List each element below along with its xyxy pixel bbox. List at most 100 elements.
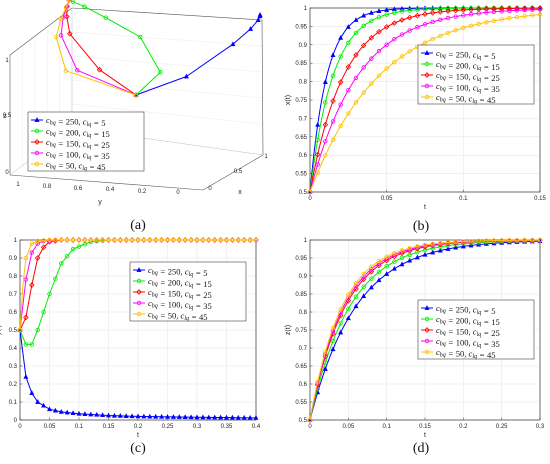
data-point xyxy=(53,237,58,243)
trajectory-line xyxy=(135,14,261,96)
data-point xyxy=(399,261,405,267)
data-point xyxy=(407,8,412,13)
axis-box-edge xyxy=(202,154,264,191)
data-point xyxy=(147,237,152,243)
data-point xyxy=(182,414,188,420)
y-tick-label: 0.6 xyxy=(299,153,308,159)
data-point xyxy=(384,42,389,47)
data-point xyxy=(391,20,398,26)
y-tick-label: 0.1 xyxy=(9,400,18,406)
y-tick-label: 0.85 xyxy=(295,61,307,67)
data-point xyxy=(53,34,59,40)
y-tick-label: 0 xyxy=(176,190,180,196)
data-point xyxy=(29,282,35,288)
data-point xyxy=(353,30,359,36)
data-point xyxy=(476,11,481,16)
data-point xyxy=(537,12,543,17)
chart-c-legend-label: cbq = 100, clq = 35 xyxy=(148,298,212,311)
data-point xyxy=(96,66,103,73)
data-point xyxy=(499,17,504,22)
data-point xyxy=(218,237,223,243)
data-point xyxy=(330,73,336,78)
data-point xyxy=(461,25,466,31)
x-tick-label: 0.2 xyxy=(459,424,468,430)
chart-b-legend-label: cbq = 100, clq = 35 xyxy=(436,81,500,94)
data-point xyxy=(499,238,504,243)
data-point xyxy=(353,17,359,22)
data-point xyxy=(399,9,405,14)
chart-d-legend-marker xyxy=(424,349,430,355)
data-point xyxy=(182,237,188,243)
data-point xyxy=(141,237,147,243)
y-tick-label: 0.6 xyxy=(299,382,308,388)
z-tick-label: 0 xyxy=(5,170,9,176)
data-point xyxy=(384,271,390,276)
data-point xyxy=(118,237,123,243)
data-point xyxy=(430,19,435,25)
data-point xyxy=(353,100,359,105)
data-point xyxy=(35,238,40,244)
data-point xyxy=(315,379,320,385)
x-axis-label: t xyxy=(137,432,139,439)
data-point xyxy=(491,18,497,23)
axis-box-edge xyxy=(71,55,263,73)
data-point xyxy=(476,5,481,11)
data-point xyxy=(537,5,543,12)
axis-box-edge xyxy=(71,31,263,47)
y-tick-label: 0.9 xyxy=(299,43,308,49)
x-tick-label: 0.1 xyxy=(459,196,468,202)
data-point xyxy=(438,33,443,39)
data-point xyxy=(392,37,397,42)
data-point xyxy=(499,9,504,14)
data-point xyxy=(248,26,254,31)
data-point xyxy=(406,14,413,21)
data-point xyxy=(437,247,443,253)
data-point xyxy=(64,237,70,243)
chart-b-legend-marker xyxy=(424,61,430,67)
caption-d: (d) xyxy=(413,441,430,456)
data-point xyxy=(399,54,405,59)
data-point xyxy=(147,413,153,419)
x-tick-label: 1 xyxy=(264,154,268,160)
data-point xyxy=(117,413,123,418)
data-point xyxy=(514,8,520,13)
y-tick-label: 0.5 xyxy=(299,190,308,196)
data-point xyxy=(106,237,111,243)
y-axis-label: y(t) xyxy=(0,325,2,335)
chart-c-legend-label: cbq = 50, clq = 45 xyxy=(148,309,207,322)
data-point xyxy=(52,407,58,413)
data-point xyxy=(484,20,489,25)
data-point xyxy=(224,237,229,243)
data-point xyxy=(452,7,459,14)
data-point xyxy=(315,121,321,127)
y-tick-label: 1 xyxy=(16,182,20,188)
data-point xyxy=(41,309,46,315)
data-point xyxy=(353,280,359,286)
data-point xyxy=(70,0,76,4)
data-point xyxy=(476,21,481,27)
data-point xyxy=(106,412,111,418)
data-point xyxy=(330,137,336,143)
data-point xyxy=(530,7,535,12)
data-point xyxy=(360,42,367,49)
y-tick-label: 0.8 xyxy=(43,184,52,190)
chart-c-legend-marker xyxy=(136,311,142,317)
data-point xyxy=(368,284,374,290)
data-point xyxy=(129,413,135,419)
data-point xyxy=(376,269,382,275)
y-tick-label: 0.7 xyxy=(299,346,308,352)
data-point xyxy=(345,64,352,70)
data-point xyxy=(407,245,412,251)
data-point xyxy=(361,271,366,277)
chart-d-legend-marker xyxy=(424,316,430,322)
data-point xyxy=(67,30,73,37)
chart-a-legend-box xyxy=(27,111,145,172)
y-tick-label: 1 xyxy=(304,6,308,12)
x-tick-label: 0.1 xyxy=(382,424,391,430)
series-line xyxy=(309,239,541,421)
data-point xyxy=(23,342,29,347)
data-point xyxy=(314,151,321,158)
data-point xyxy=(58,33,64,38)
data-point xyxy=(212,237,217,243)
data-point xyxy=(82,237,88,243)
